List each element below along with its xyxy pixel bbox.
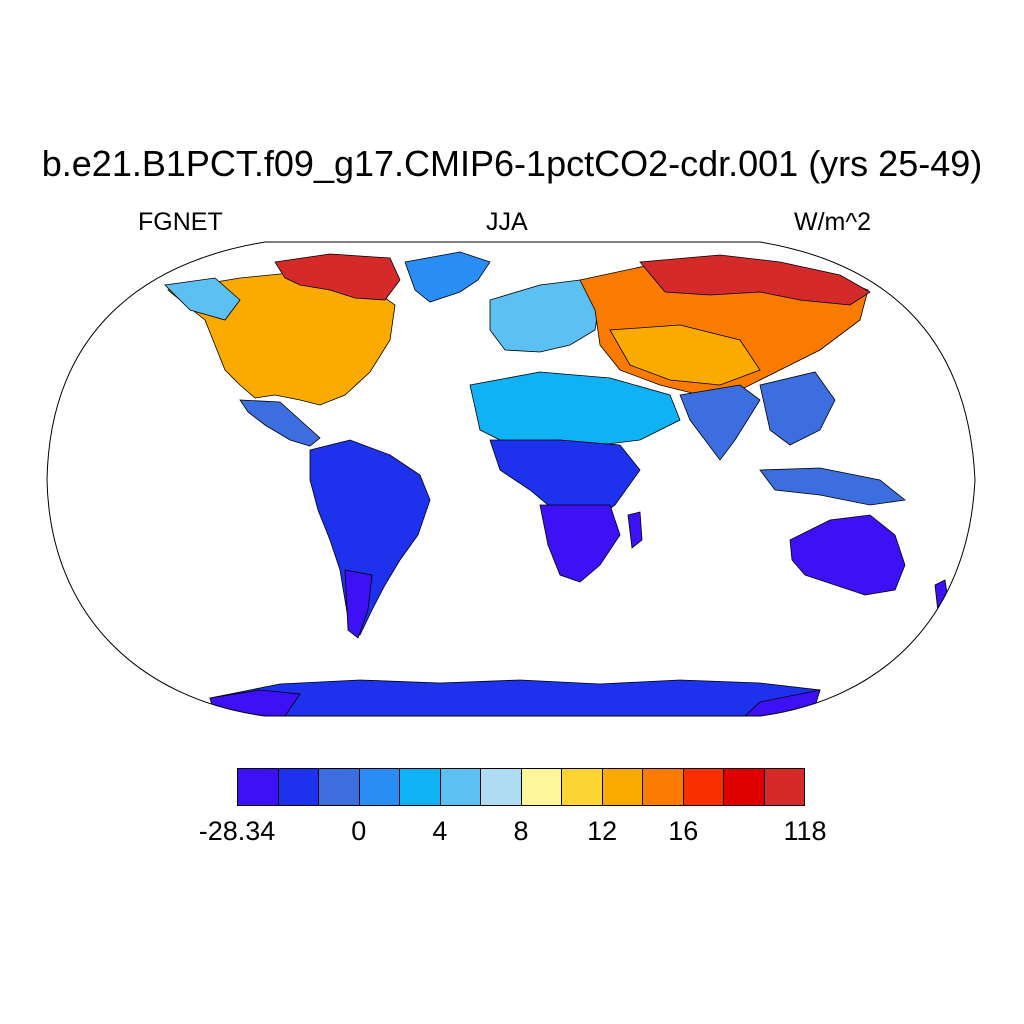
map-title: b.e21.B1PCT.f09_g17.CMIP6-1pctCO2-cdr.00… — [41, 143, 983, 184]
region-madagascar — [627, 511, 643, 549]
colorbar-tick-label: 4 — [432, 816, 448, 846]
region-south-asia — [679, 384, 761, 461]
region-greenland — [404, 251, 491, 303]
region-south-america — [309, 439, 431, 636]
season-label: JJA — [486, 208, 528, 236]
land-regions — [164, 251, 949, 716]
region-siberia — [639, 254, 871, 306]
colorbar-box — [359, 769, 400, 805]
globe-outline — [46, 241, 976, 717]
region-antarctica-coast — [209, 689, 301, 716]
colorbar-box — [724, 769, 765, 805]
colorbar-tick-label: 16 — [668, 816, 699, 846]
region-central-asia — [609, 324, 761, 386]
region-indonesia — [759, 467, 906, 506]
colorbar-box — [440, 769, 481, 805]
colorbar-box — [643, 769, 684, 805]
region-alaska — [164, 277, 241, 321]
region-central-america — [239, 399, 321, 447]
colorbar-tick-label: 12 — [587, 816, 618, 846]
colorbar-box — [278, 769, 319, 805]
colorbar-tick-label: -28.34 — [198, 816, 276, 846]
region-southeast-asia — [759, 371, 836, 446]
colorbar-box — [764, 769, 804, 805]
region-arctic-archipelago — [274, 253, 401, 301]
region-antarctica — [209, 679, 821, 716]
colorbar-box — [683, 769, 724, 805]
region-sahara — [469, 371, 681, 446]
colorbar-box — [562, 769, 603, 805]
colorbar-box — [481, 769, 522, 805]
region-southern-africa — [539, 504, 621, 583]
colorbar-box — [238, 769, 279, 805]
colorbar-box — [521, 769, 562, 805]
colorbar-box — [319, 769, 360, 805]
colorbar — [237, 768, 805, 806]
region-europe — [489, 279, 601, 353]
colorbar-tick-label: 118 — [783, 816, 827, 846]
region-australia — [789, 514, 906, 596]
region-patagonia — [344, 569, 373, 639]
region-new-zealand — [934, 579, 949, 613]
colorbar-tick-label: 8 — [513, 816, 529, 846]
units-label: W/m^2 — [794, 208, 872, 236]
variable-label: FGNET — [138, 208, 223, 236]
colorbar-tick-label: 0 — [351, 816, 367, 846]
colorbar-box — [400, 769, 441, 805]
colorbar-box — [602, 769, 643, 805]
